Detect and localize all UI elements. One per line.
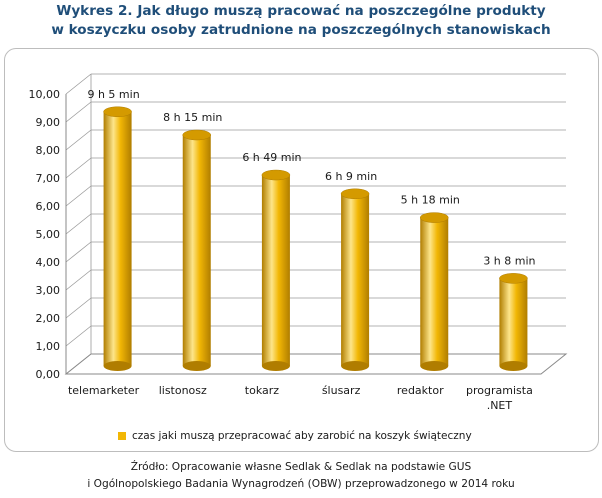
bar-top	[420, 212, 449, 223]
category-label: listonosz	[159, 384, 207, 397]
chart-area	[4, 48, 599, 452]
source-note: Źródło: Opracowanie własne Sedlak & Sedl…	[0, 459, 602, 493]
y-tick-label: 7,00	[36, 172, 61, 185]
data-label: 6 h 9 min	[325, 170, 377, 183]
category-label: programista	[466, 384, 533, 397]
bar	[103, 111, 132, 366]
y-tick-label: 2,00	[36, 312, 61, 325]
gridline-diagonal	[65, 325, 92, 347]
gridline-diagonal	[65, 129, 92, 151]
data-label: 5 h 18 min	[401, 194, 460, 207]
bar-base	[261, 361, 290, 371]
gridline-diagonal	[65, 101, 92, 123]
chart-floor	[64, 353, 568, 375]
y-tick-label: 5,00	[36, 228, 61, 241]
category-label: ślusarz	[322, 384, 361, 397]
y-tick-label: 10,00	[29, 88, 61, 101]
y-tick-label: 4,00	[36, 256, 61, 269]
bar-base	[341, 361, 370, 371]
bar	[182, 135, 211, 366]
source-line-1: Źródło: Opracowanie własne Sedlak & Sedl…	[130, 461, 472, 473]
chart-title-line-2: w koszyczku osoby zatrudnione na poszcze…	[51, 22, 551, 38]
bar-top	[499, 273, 528, 284]
bar-top	[261, 169, 291, 181]
bar	[420, 217, 449, 366]
data-label: 3 h 8 min	[483, 254, 535, 267]
gridline-diagonal	[65, 73, 92, 95]
bar-base	[182, 361, 211, 371]
legend-swatch	[118, 432, 126, 440]
bar-base	[499, 361, 528, 371]
legend: czas jaki muszą przepracować aby zarobić…	[118, 430, 472, 442]
data-label: 9 h 5 min	[87, 88, 139, 101]
data-label: 8 h 15 min	[163, 111, 222, 124]
gridline-diagonal	[65, 185, 92, 207]
bar-top	[103, 106, 132, 118]
y-tick-label: 1,00	[36, 340, 61, 353]
category-label: redaktor	[397, 384, 444, 397]
legend-label: czas jaki muszą przepracować aby zarobić…	[132, 430, 472, 442]
bar	[261, 175, 290, 366]
gridline-diagonal	[65, 297, 92, 319]
y-tick-label: 6,00	[36, 200, 61, 213]
chart-title-line-1: Wykres 2. Jak długo muszą pracować na po…	[56, 3, 546, 19]
gridline-diagonal	[65, 213, 92, 235]
category-label: tokarz	[245, 384, 279, 397]
category-label: telemarketer	[68, 384, 140, 397]
y-tick-label: 3,00	[36, 284, 61, 297]
bar-top	[340, 188, 370, 200]
y-tick-label: 9,00	[36, 116, 61, 129]
chart-title: Wykres 2. Jak długo muszą pracować na po…	[0, 2, 602, 40]
y-tick-label: 0,00	[36, 368, 61, 381]
category-label: .NET	[487, 399, 513, 412]
gridline-diagonal	[65, 157, 92, 179]
bar-top	[182, 129, 211, 141]
data-label: 6 h 49 min	[242, 151, 301, 164]
bar	[341, 193, 370, 366]
bar	[499, 278, 528, 366]
bar-base	[103, 361, 132, 371]
y-tick-label: 8,00	[36, 144, 61, 157]
bar-base	[420, 361, 449, 371]
gridline-diagonal	[65, 241, 92, 263]
source-line-2: i Ogólnopolskiego Badania Wynagrodzeń (O…	[87, 478, 515, 490]
gridline-diagonal	[65, 269, 92, 291]
